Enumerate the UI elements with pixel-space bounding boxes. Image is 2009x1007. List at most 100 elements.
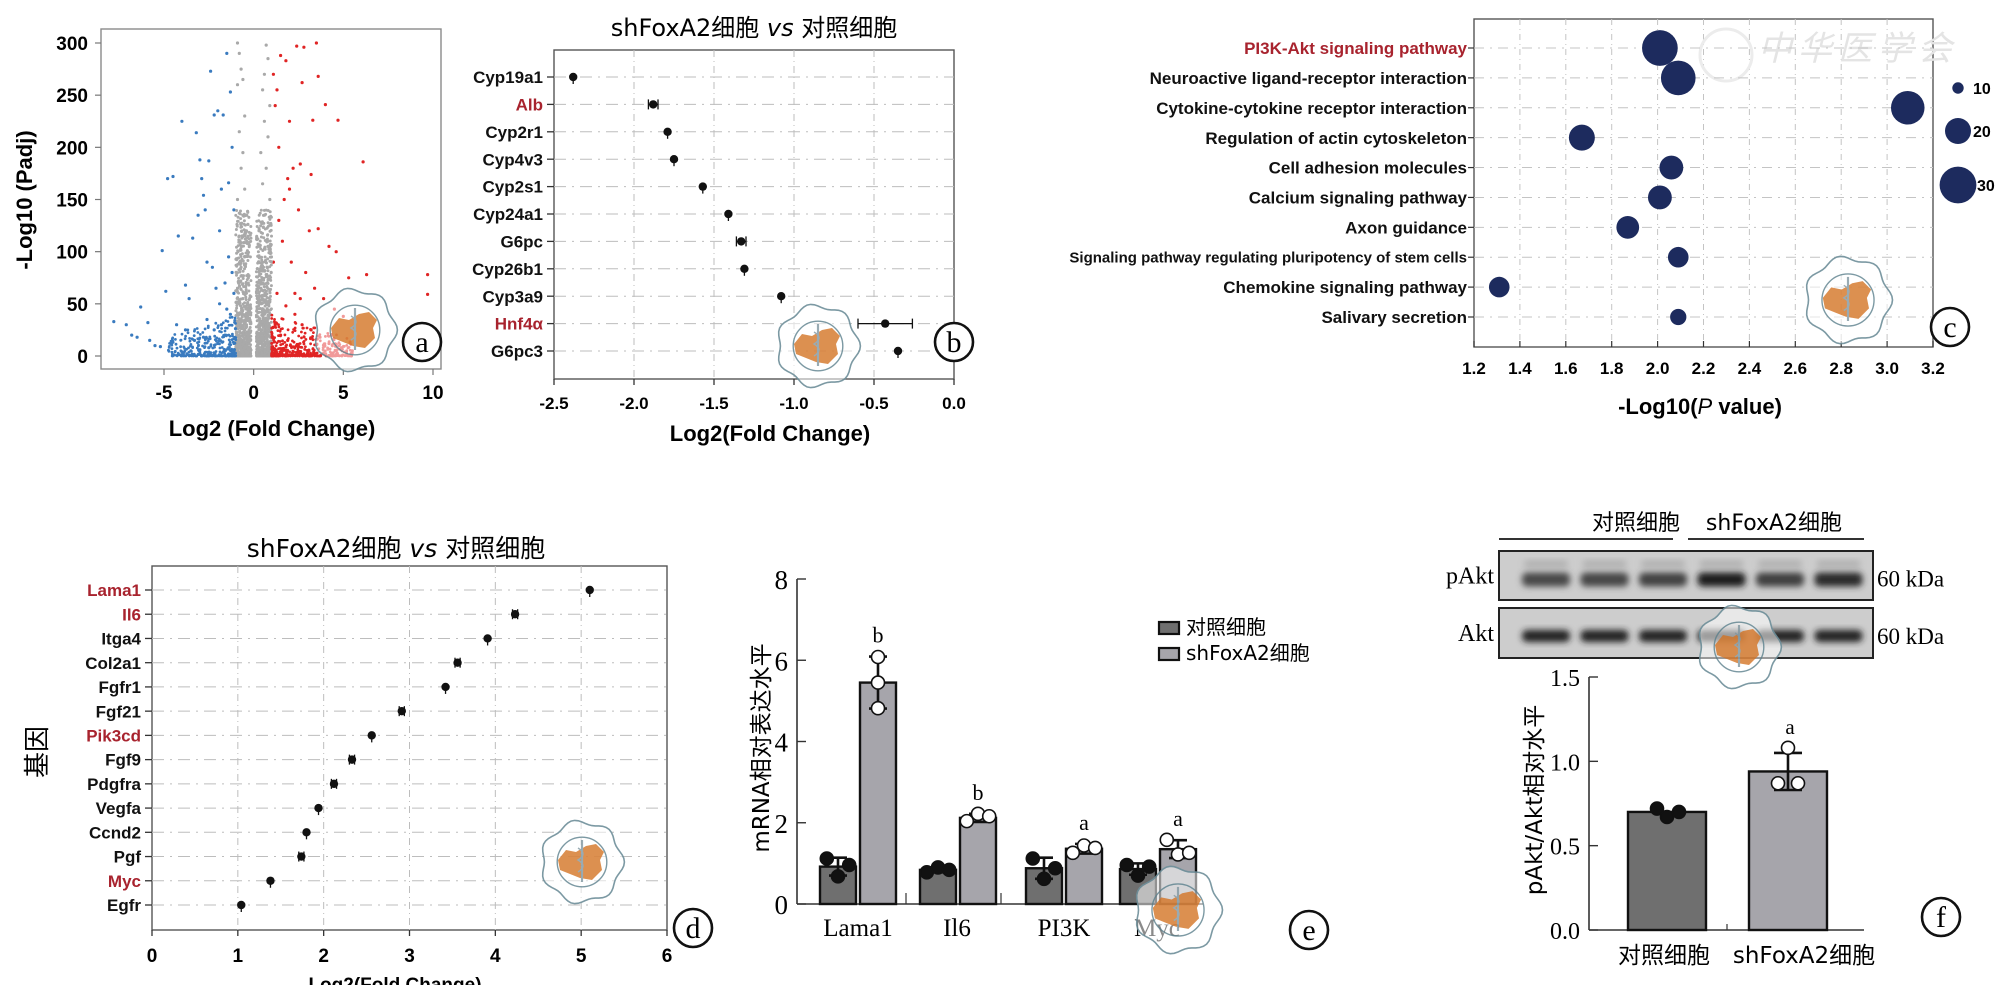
volcano-point-up xyxy=(279,53,283,58)
volcano-point-down xyxy=(135,335,139,339)
volcano-point-not-significant xyxy=(236,215,240,219)
volcano-point-not-significant xyxy=(243,341,247,345)
volcano-point-not-significant xyxy=(268,104,272,108)
volcano-point-down xyxy=(190,349,193,353)
volcano-point-up xyxy=(296,208,301,212)
volcano-point-not-significant xyxy=(242,219,246,223)
volcano-point-down xyxy=(170,342,173,346)
volcano-point-up xyxy=(303,348,307,351)
volcano-point-not-significant xyxy=(264,166,268,170)
volcano-point-not-significant xyxy=(266,221,270,225)
y-axis-label: 基因 xyxy=(23,726,53,778)
gene-label: Itga4 xyxy=(101,630,141,649)
volcano-point-not-significant xyxy=(234,271,238,274)
volcano-point-not-significant xyxy=(248,322,252,326)
volcano-point-down xyxy=(175,323,179,327)
volcano-point-not-significant xyxy=(241,151,245,155)
volcano-point-not-significant xyxy=(264,43,268,47)
volcano-point-not-significant xyxy=(239,304,243,308)
volcano-point-down xyxy=(192,334,196,337)
panel-letter-circle xyxy=(401,321,443,363)
volcano-point-up xyxy=(277,323,280,327)
volcano-point-down xyxy=(124,323,128,327)
volcano-point-down xyxy=(205,260,209,264)
volcano-point-not-significant xyxy=(265,342,269,346)
volcano-point-not-significant xyxy=(236,323,240,327)
volcano-point-down xyxy=(217,339,221,343)
volcano-point-not-significant xyxy=(248,294,252,298)
volcano-point-up xyxy=(300,330,303,334)
volcano-point-not-significant xyxy=(257,271,261,274)
volcano-point-up xyxy=(292,340,296,344)
volcano-point-not-significant xyxy=(261,344,265,348)
volcano-point-not-significant xyxy=(239,209,242,213)
legend-label: 20 xyxy=(1973,124,1991,141)
volcano-point-down xyxy=(164,289,168,293)
volcano-point-up xyxy=(283,333,287,337)
data-point-Fgfr1 xyxy=(441,682,450,692)
gene-label: G6pc xyxy=(500,233,543,252)
volcano-point-down xyxy=(173,353,177,357)
volcano-point-up xyxy=(297,334,301,338)
y-tick-label: 150 xyxy=(56,191,88,212)
volcano-point-up xyxy=(312,326,316,330)
volcano-point-up xyxy=(300,336,303,340)
volcano-point-down xyxy=(208,337,212,341)
volcano-point-up xyxy=(304,270,308,275)
volcano-point-not-significant xyxy=(264,238,268,242)
volcano-point-up xyxy=(277,218,281,222)
volcano-point-down xyxy=(233,341,237,345)
volcano-point-down xyxy=(170,350,174,354)
volcano-point-down xyxy=(207,159,211,163)
volcano-point-not-significant xyxy=(235,197,240,202)
seal-serpent-icon xyxy=(1172,894,1180,922)
volcano-point-not-significant xyxy=(238,298,242,302)
gene-label: Fgf21 xyxy=(96,702,141,721)
volcano-point-not-significant xyxy=(255,351,259,355)
volcano-point-down xyxy=(160,249,164,253)
panel-a-volcano-plot: 0 50 100 150 200 250 300 -5 0 5 10 Log2 (Fold Cha… xyxy=(12,28,444,441)
x-tick-label: 2.8 xyxy=(1829,359,1853,378)
volcano-point-up xyxy=(361,160,365,164)
volcano-point-not-significant xyxy=(239,274,243,278)
volcano-point-down xyxy=(231,352,235,356)
data-point-Cyp2s1 xyxy=(698,182,707,191)
volcano-point-up xyxy=(277,339,280,343)
volcano-point-not-significant xyxy=(235,83,240,87)
volcano-point-down xyxy=(229,323,233,327)
volcano-point-not-significant xyxy=(241,259,245,263)
volcano-point-not-significant xyxy=(261,182,265,186)
volcano-point-down xyxy=(188,339,192,343)
replicate-point xyxy=(1047,860,1063,876)
faint-band xyxy=(1816,560,1861,568)
volcano-point-not-significant xyxy=(268,324,271,328)
x-tick-label: 1.2 xyxy=(1462,359,1486,378)
volcano-point-down xyxy=(234,354,238,357)
panel-letter: f xyxy=(1936,901,1946,934)
volcano-point-up xyxy=(291,166,295,170)
volcano-point-down xyxy=(216,109,220,113)
y-tick-label: 4 xyxy=(775,728,789,758)
legend-swatch xyxy=(1157,620,1181,636)
volcano-point-up xyxy=(296,346,300,350)
volcano-point-not-significant xyxy=(239,67,243,71)
y-axis-label: pAkt/Akt相对水平 xyxy=(1522,705,1548,896)
volcano-point-up xyxy=(296,353,299,357)
volcano-point-up xyxy=(327,244,331,248)
replicate-point xyxy=(1159,832,1175,848)
volcano-point-down xyxy=(221,113,225,117)
volcano-point-not-significant xyxy=(241,302,245,306)
volcano-point-not-significant xyxy=(258,340,262,344)
volcano-point-up xyxy=(314,41,318,45)
volcano-point-not-significant xyxy=(234,213,238,217)
y-tick-label: 8 xyxy=(775,565,789,595)
volcano-point-not-significant xyxy=(246,281,250,285)
volcano-point-down xyxy=(196,331,200,334)
volcano-point-up xyxy=(288,350,291,354)
data-point-Fgf21 xyxy=(397,706,406,716)
legend-label: shFoxA2细胞 xyxy=(1186,641,1310,665)
volcano-point-not-significant xyxy=(243,114,247,118)
volcano-point-down xyxy=(225,334,228,338)
volcano-point-not-significant xyxy=(235,304,239,307)
volcano-point-not-significant xyxy=(255,335,258,338)
